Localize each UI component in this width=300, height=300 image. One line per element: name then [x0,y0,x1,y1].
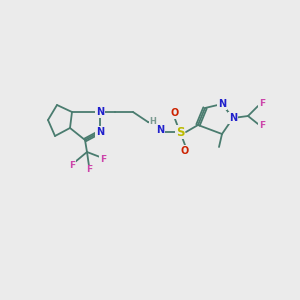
Text: N: N [96,127,104,137]
Text: F: F [259,122,265,130]
Text: O: O [181,146,189,156]
Text: F: F [100,154,106,164]
Text: N: N [96,107,104,117]
Text: N: N [156,125,164,135]
Text: N: N [218,99,226,109]
Text: F: F [86,166,92,175]
Text: O: O [171,108,179,118]
Text: H: H [150,118,156,127]
Text: S: S [176,125,184,139]
Text: N: N [229,113,237,123]
Text: F: F [259,100,265,109]
Text: F: F [69,160,75,169]
